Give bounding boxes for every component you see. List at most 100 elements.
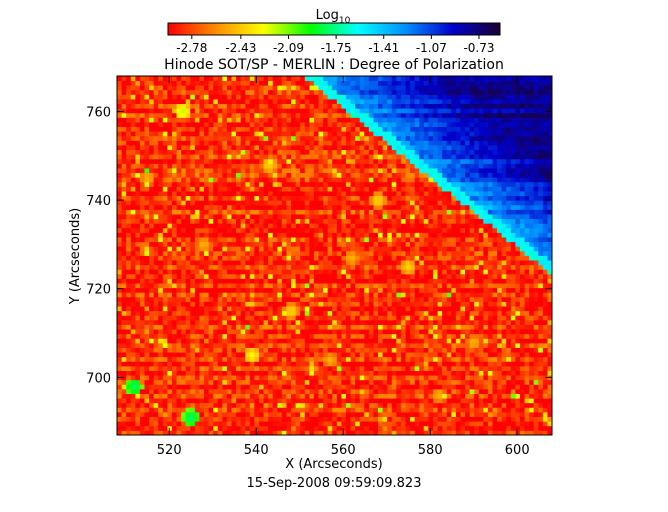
heatmap-cell	[501, 342, 507, 348]
heatmap-cell	[171, 191, 177, 197]
heatmap-cell	[474, 365, 480, 371]
heatmap-cell	[492, 411, 498, 417]
heatmap-cell	[542, 264, 548, 270]
heatmap-cell	[190, 241, 196, 247]
heatmap-cell	[469, 269, 475, 275]
heatmap-cell	[258, 402, 264, 408]
heatmap-cell	[492, 375, 498, 381]
heatmap-cell	[171, 214, 177, 220]
heatmap-cell	[309, 319, 315, 325]
heatmap-cell	[391, 421, 397, 427]
heatmap-cell	[396, 218, 402, 224]
heatmap-cell	[139, 246, 145, 252]
heatmap-cell	[185, 393, 191, 399]
heatmap-cell	[126, 200, 132, 206]
heatmap-cell	[519, 278, 525, 284]
heatmap-cell	[240, 425, 246, 431]
heatmap-cell	[208, 296, 214, 302]
heatmap-cell	[300, 365, 306, 371]
heatmap-cell	[327, 310, 333, 316]
heatmap-cell	[442, 232, 448, 238]
heatmap-cell	[149, 324, 155, 330]
heatmap-cell	[350, 227, 356, 233]
heatmap-cell	[391, 195, 397, 201]
heatmap-cell	[332, 232, 338, 238]
heatmap-cell	[382, 324, 388, 330]
heatmap-cell	[181, 191, 187, 197]
heatmap-cell	[194, 421, 200, 427]
heatmap-cell	[350, 388, 356, 394]
heatmap-cell	[350, 296, 356, 302]
heatmap-cell	[162, 269, 168, 275]
heatmap-cell	[204, 361, 209, 367]
heatmap-cell	[185, 273, 191, 279]
heatmap-cell	[130, 398, 136, 404]
heatmap-cell	[222, 250, 228, 256]
heatmap-cell	[199, 232, 205, 238]
heatmap-cell	[332, 273, 338, 279]
heatmap-cell	[327, 388, 333, 394]
heatmap-cell	[350, 200, 356, 206]
heatmap-cell	[414, 315, 420, 321]
heatmap-cell	[263, 407, 269, 413]
heatmap-cell	[139, 278, 145, 284]
heatmap-cell	[222, 407, 228, 413]
heatmap-cell	[231, 347, 237, 353]
heatmap-cell	[149, 370, 155, 376]
heatmap-cell	[432, 430, 438, 435]
heatmap-cell	[158, 195, 164, 201]
heatmap-cell	[117, 200, 122, 206]
heatmap-cell	[231, 260, 237, 266]
heatmap-cell	[455, 223, 461, 229]
heatmap-cell	[327, 338, 333, 344]
heatmap-cell	[236, 338, 242, 344]
heatmap-cell	[355, 388, 361, 394]
heatmap-cell	[391, 292, 397, 298]
heatmap-cell	[281, 209, 287, 215]
heatmap-cell	[400, 232, 406, 238]
heatmap-cell	[240, 264, 246, 270]
heatmap-cell	[396, 264, 402, 270]
heatmap-cell	[194, 430, 200, 435]
heatmap-cell	[515, 214, 521, 220]
heatmap-cell	[533, 388, 539, 394]
heatmap-cell	[423, 292, 429, 298]
heatmap-cell	[190, 296, 196, 302]
heatmap-cell	[533, 347, 539, 353]
heatmap-cell	[506, 237, 512, 243]
heatmap-cell	[286, 310, 292, 316]
heatmap-cell	[410, 273, 416, 279]
heatmap-cell	[263, 278, 269, 284]
heatmap-cell	[300, 301, 306, 307]
heatmap-cell	[487, 223, 493, 229]
heatmap-cell	[254, 333, 260, 339]
heatmap-cell	[341, 287, 347, 293]
heatmap-cell	[497, 306, 503, 312]
heatmap-cell	[350, 402, 356, 408]
heatmap-cell	[309, 264, 315, 270]
heatmap-cell	[332, 324, 338, 330]
heatmap-cell	[295, 278, 301, 284]
heatmap-cell	[190, 292, 196, 298]
heatmap-cell	[144, 384, 150, 390]
heatmap-cell	[272, 195, 278, 201]
heatmap-cell	[254, 370, 260, 376]
heatmap-cell	[231, 223, 237, 229]
heatmap-cell	[538, 232, 544, 238]
heatmap-cell	[327, 347, 333, 353]
heatmap-cell	[272, 278, 278, 284]
heatmap-cell	[149, 379, 155, 385]
heatmap-cell	[341, 278, 347, 284]
heatmap-cell	[149, 329, 155, 335]
heatmap-cell	[268, 255, 274, 261]
heatmap-cell	[350, 292, 356, 298]
heatmap-cell	[442, 347, 448, 353]
heatmap-cell	[501, 269, 507, 275]
heatmap-cell	[240, 384, 246, 390]
heatmap-cell	[199, 292, 205, 298]
heatmap-cell	[350, 407, 356, 413]
heatmap-cell	[263, 237, 269, 243]
heatmap-cell	[460, 347, 466, 353]
heatmap-cell	[345, 388, 351, 394]
heatmap-cell	[474, 232, 480, 238]
